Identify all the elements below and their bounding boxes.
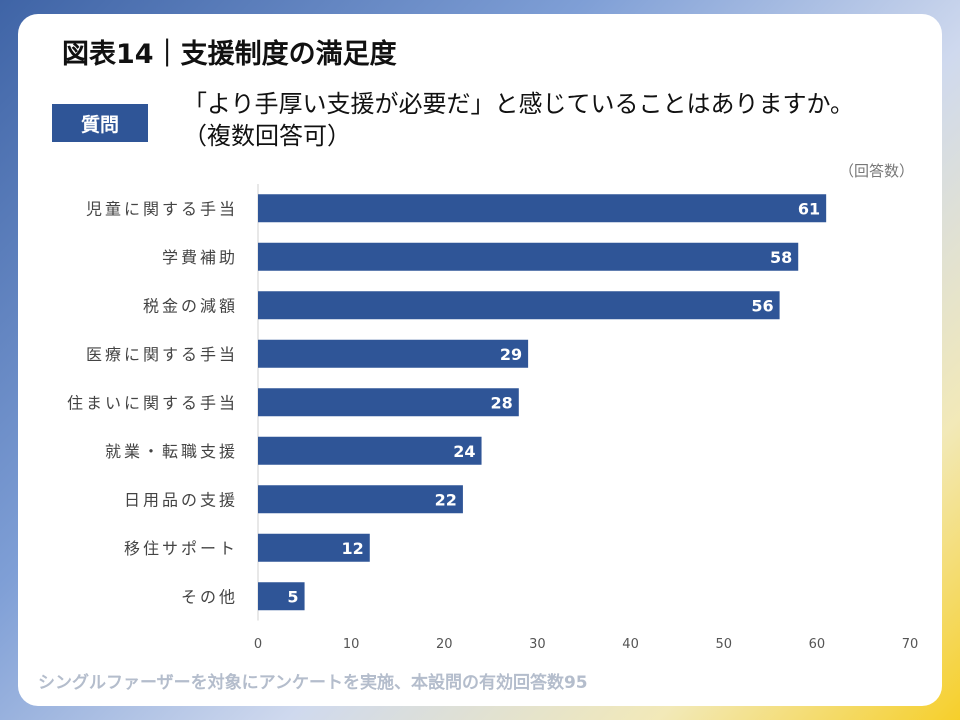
category-label: その他 xyxy=(181,587,238,606)
question-text: 「より手厚い支援が必要だ」と感じていることはありますか。（複数回答可） xyxy=(183,90,855,150)
bar-5 xyxy=(258,388,519,417)
bar-6 xyxy=(258,436,482,465)
unit-label: （回答数） xyxy=(838,162,914,180)
bar-1 xyxy=(258,194,827,223)
data-label: 29 xyxy=(500,345,522,364)
x-tick-label: 70 xyxy=(902,637,919,652)
category-label: 税金の減額 xyxy=(143,296,238,315)
x-tick-label: 50 xyxy=(715,637,732,652)
bar-9 xyxy=(258,582,305,611)
category-label: 日用品の支援 xyxy=(124,490,238,509)
category-label: 住まいに関する手当 xyxy=(67,393,238,412)
bar-2 xyxy=(258,242,799,271)
x-tick-label: 20 xyxy=(436,637,453,652)
data-label: 5 xyxy=(287,587,298,606)
chart-title: 図表14｜支援制度の満足度 xyxy=(62,39,397,70)
bar-chart: 児童に関する手当 61 学費補助 58 税金の減額 56 医療に関する手当 29 住まいに関する… xyxy=(67,184,919,652)
data-label: 12 xyxy=(342,539,364,558)
data-label: 56 xyxy=(751,296,773,315)
category-label: 学費補助 xyxy=(162,248,238,267)
question-badge: 質問 xyxy=(52,104,148,142)
data-label: 22 xyxy=(435,490,457,509)
x-tick-label: 60 xyxy=(809,637,826,652)
x-tick-label: 0 xyxy=(254,637,262,652)
bar-8 xyxy=(258,533,370,562)
footnote: シングルファーザーを対象にアンケートを実施、本設問の有効回答数95 xyxy=(38,673,588,693)
category-label: 移住サポート xyxy=(124,539,238,558)
data-label: 58 xyxy=(770,248,792,267)
data-label: 61 xyxy=(798,199,820,218)
data-label: 28 xyxy=(491,393,513,412)
bar-7 xyxy=(258,485,463,514)
data-label: 24 xyxy=(453,442,475,461)
x-tick-label: 10 xyxy=(343,637,360,652)
x-tick-label: 40 xyxy=(622,637,639,652)
x-tick-label: 30 xyxy=(529,637,546,652)
category-label: 就業・転職支援 xyxy=(105,442,238,461)
category-label: 医療に関する手当 xyxy=(86,345,238,364)
chart-card: 図表14｜支援制度の満足度 質問 「より手厚い支援が必要だ」と感じていることはあ… xyxy=(18,14,942,706)
bar-4 xyxy=(258,339,529,368)
bar-3 xyxy=(258,291,780,320)
category-label: 児童に関する手当 xyxy=(86,199,238,218)
